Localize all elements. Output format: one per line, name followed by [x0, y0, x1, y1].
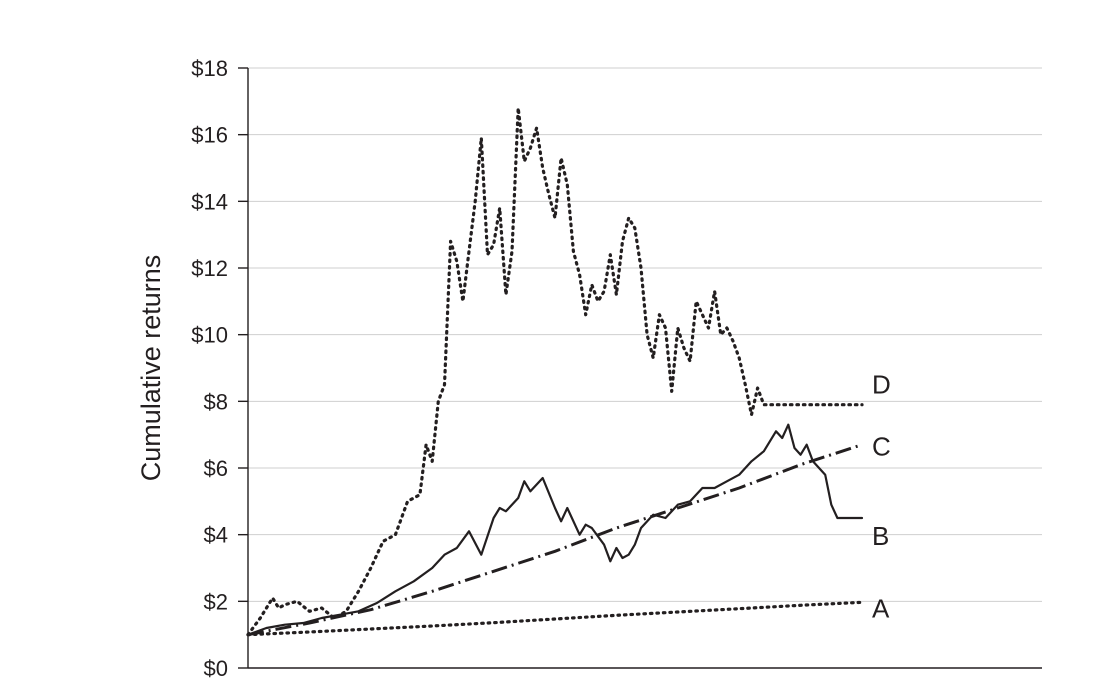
series-line-c	[247, 443, 863, 637]
y-tick-label: $2	[204, 589, 228, 614]
series-label-d: D	[872, 370, 891, 400]
axes	[238, 67, 1042, 669]
y-tick-label: $10	[191, 323, 228, 348]
y-tick-labels: $0 $2 $4 $6 $8 $10 $12 $14 $16 $18	[191, 56, 228, 681]
y-tick-label: $16	[191, 123, 228, 148]
series-line-b	[246, 423, 864, 636]
y-tick-label: $0	[204, 656, 228, 681]
series-labels: D C B A	[872, 370, 891, 624]
y-axis-title: Cumulative returns	[136, 255, 166, 482]
y-tick-label: $14	[191, 189, 228, 214]
y-tick-label: $12	[191, 256, 228, 281]
series-label-c: C	[872, 432, 891, 462]
series-line-d	[246, 106, 864, 637]
series-line-a	[246, 600, 864, 637]
series-label-a: A	[872, 593, 890, 623]
series-label-b: B	[872, 521, 889, 551]
y-tick-label: $4	[204, 523, 228, 548]
grid-lines	[248, 67, 1042, 602]
series-lines	[246, 106, 864, 637]
y-tick-label: $8	[204, 389, 228, 414]
y-tick-label: $6	[204, 456, 228, 481]
y-tick-label: $18	[191, 56, 228, 81]
